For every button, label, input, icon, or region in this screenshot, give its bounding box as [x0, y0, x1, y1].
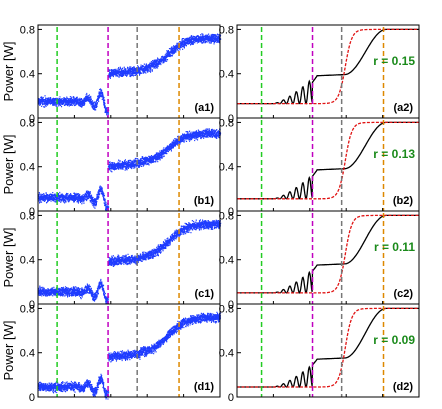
y-tick-label: 0.4 — [20, 69, 35, 81]
y-tick-label: 0.8 — [219, 303, 234, 315]
panel-label: (a2) — [393, 102, 413, 114]
y-tick-label: 0.8 — [20, 303, 35, 315]
y-tick-label: 0.8 — [219, 210, 234, 222]
y-tick-label: 0 — [29, 392, 35, 404]
y-tick-label: 0 — [228, 392, 234, 404]
plot-area — [237, 211, 419, 304]
y-tick-label: 0.8 — [20, 24, 35, 36]
y-tick-label: 0.4 — [219, 69, 234, 81]
y-tick-label: 0.8 — [219, 24, 234, 36]
panel-label: (b2) — [393, 195, 414, 207]
y-tick-label: 0.4 — [20, 348, 35, 360]
y-tick-label: 0.8 — [20, 117, 35, 129]
axes-frame — [236, 303, 420, 398]
simulated-black-curve — [237, 121, 419, 200]
r-value-label: r = 0.09 — [373, 333, 415, 347]
panel-c1: 0 0.4 0.8 (c1) — [20, 210, 222, 311]
panel-label: (c2) — [393, 288, 413, 300]
y-tick-label: 0.4 — [20, 162, 35, 174]
y-tick-label: 0.4 — [20, 255, 35, 267]
measured-data-points — [38, 128, 222, 213]
y-axis-label: Power [W] — [1, 42, 16, 102]
y-tick-label: 0.8 — [219, 117, 234, 129]
y-axis-label: Power [W] — [1, 135, 16, 195]
y-axis-label: Power [W] — [1, 321, 16, 381]
y-tick-label: 0.4 — [219, 255, 234, 267]
y-tick-label: 0 — [29, 206, 35, 218]
y-tick-label: 0 — [29, 299, 35, 311]
plot-area — [237, 304, 419, 397]
simulated-red-curve — [237, 214, 419, 294]
simulated-red-curve — [237, 28, 419, 105]
y-tick-label: 0 — [228, 299, 234, 311]
panel-d2: 0 0.4 0.8 (d2) r = 0.09 — [219, 303, 420, 404]
y-tick-label: 0 — [228, 206, 234, 218]
panel-c2: 0 0.4 0.8 (c2) r = 0.11 — [219, 210, 420, 311]
panel-b2: 0 0.4 0.8 (b2) r = 0.13 — [219, 117, 420, 218]
panel-b1: 0 0.4 0.8 (b1) — [20, 117, 222, 218]
simulated-red-curve — [237, 121, 419, 200]
panel-d1: 0 0.4 0.8 (d1) — [20, 303, 222, 404]
panel-label: (c1) — [194, 288, 214, 300]
panel-a2: 0 0.4 0.8 (a2) r = 0.15 — [219, 24, 420, 125]
axes-frame — [37, 303, 221, 398]
y-tick-label: 0 — [29, 113, 35, 125]
panel-a1: 0 0.4 0.8 (a1) — [20, 24, 222, 125]
r-value-label: r = 0.15 — [373, 54, 415, 68]
plot-area — [237, 118, 419, 211]
panel-label: (d2) — [393, 381, 414, 393]
panel-label: (a1) — [194, 102, 214, 114]
panel-label: (b1) — [194, 195, 215, 207]
panel-label: (d1) — [194, 381, 215, 393]
y-tick-label: 0.4 — [219, 348, 234, 360]
y-tick-label: 0.8 — [20, 210, 35, 222]
y-tick-label: 0 — [228, 113, 234, 125]
y-axis-label: Power [W] — [1, 228, 16, 288]
measured-data-points — [38, 311, 222, 400]
simulated-red-curve — [237, 307, 419, 388]
y-tick-label: 0.4 — [219, 162, 234, 174]
r-value-label: r = 0.13 — [373, 147, 415, 161]
plot-area — [237, 25, 419, 118]
r-value-label: r = 0.11 — [374, 240, 415, 254]
measured-data-points — [38, 219, 222, 306]
